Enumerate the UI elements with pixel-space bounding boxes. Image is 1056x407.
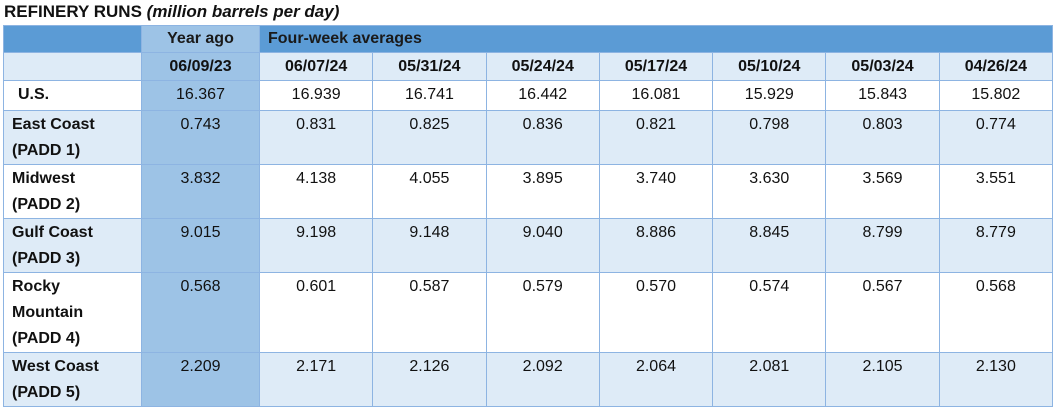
value-cell: 2.126 — [372, 352, 487, 407]
value-cell: 2.092 — [485, 352, 600, 407]
row-label: West Coast (PADD 5) — [3, 352, 142, 407]
row-label-line: West Coast — [12, 358, 99, 375]
row-label-line: (PADD 5) — [12, 384, 81, 401]
row-label-line: Gulf Coast — [12, 224, 93, 241]
value-cell: 9.148 — [372, 218, 487, 273]
value-cell: 3.740 — [598, 164, 714, 219]
row-label-line: Rocky — [12, 278, 61, 295]
value-cell: 0.803 — [825, 110, 940, 165]
row-label-line: (PADD 2) — [12, 196, 81, 213]
column-header: 05/24/24 — [485, 52, 600, 81]
value-cell: 8.799 — [825, 218, 940, 273]
value-cell: 0.601 — [258, 272, 374, 353]
value-cell: 3.630 — [712, 164, 827, 219]
header-cell — [3, 52, 142, 81]
row-label: U.S. — [3, 80, 142, 111]
value-cell: 2.130 — [938, 352, 1054, 407]
data-row: Rocky Mountain (PADD 4) 0.568 0.601 0.587 0.57… — [3, 272, 1054, 353]
value-cell: 8.845 — [712, 218, 827, 273]
value-cell: 2.209 — [141, 352, 260, 407]
row-label: East Coast (PADD 1) — [3, 110, 142, 165]
data-row: Gulf Coast (PADD 3) 9.015 9.198 9.148 9.040 8.… — [3, 218, 1054, 273]
table: Year ago Four-week averages 06/09/23 06/07/… — [3, 25, 1054, 407]
value-cell: 0.568 — [141, 272, 260, 353]
row-label-line: Midwest — [12, 170, 76, 187]
value-cell: 9.015 — [141, 218, 260, 273]
value-cell: 8.886 — [598, 218, 714, 273]
group-header: Year ago — [141, 25, 260, 53]
column-header: 04/26/24 — [938, 52, 1054, 81]
column-header: 05/10/24 — [712, 52, 827, 81]
value-cell: 16.081 — [598, 80, 714, 111]
value-cell: 16.939 — [258, 80, 374, 111]
value-cell: 0.568 — [938, 272, 1054, 353]
header-row: Year ago Four-week averages — [3, 25, 1053, 53]
row-label-line: (PADD 1) — [12, 142, 81, 159]
value-cell: 0.567 — [825, 272, 940, 353]
value-cell: 16.741 — [372, 80, 487, 111]
value-cell: 0.798 — [712, 110, 827, 165]
value-cell: 9.040 — [485, 218, 600, 273]
value-cell: 2.105 — [825, 352, 940, 407]
header-cell — [3, 25, 142, 53]
value-cell: 2.081 — [712, 352, 827, 407]
row-label: Rocky Mountain (PADD 4) — [3, 272, 142, 353]
value-cell: 0.743 — [141, 110, 260, 165]
value-cell: 0.831 — [258, 110, 374, 165]
row-label-line: U.S. — [18, 86, 50, 103]
value-cell: 0.570 — [598, 272, 714, 353]
value-cell: 0.836 — [485, 110, 600, 165]
title-unit: (million barrels per day) — [146, 2, 340, 21]
value-cell: 3.832 — [141, 164, 260, 219]
row-label-line: (PADD 4) — [12, 330, 81, 347]
value-cell: 15.843 — [825, 80, 940, 111]
header-row: 06/09/23 06/07/24 05/31/24 05/24/24 05/17/24… — [3, 52, 1054, 81]
value-cell: 15.929 — [712, 80, 827, 111]
value-cell: 0.579 — [485, 272, 600, 353]
value-cell: 15.802 — [938, 80, 1054, 111]
column-header: 06/09/23 — [141, 52, 260, 81]
value-cell: 2.064 — [598, 352, 714, 407]
column-header: 05/31/24 — [372, 52, 487, 81]
value-cell: 0.821 — [598, 110, 714, 165]
title-main: REFINERY RUNS — [4, 2, 142, 21]
title: REFINERY RUNS (million barrels per day) — [4, 2, 339, 22]
data-row: East Coast (PADD 1) 0.743 0.831 0.825 0.836 0.… — [3, 110, 1054, 165]
column-header: 06/07/24 — [258, 52, 374, 81]
value-cell: 0.587 — [372, 272, 487, 353]
value-cell: 4.055 — [372, 164, 487, 219]
row-label-line: East Coast — [12, 116, 95, 133]
row-label: Midwest (PADD 2) — [3, 164, 142, 219]
column-header: 05/03/24 — [825, 52, 940, 81]
value-cell: 3.569 — [825, 164, 940, 219]
row-label: Gulf Coast (PADD 3) — [3, 218, 142, 273]
value-cell: 0.574 — [712, 272, 827, 353]
value-cell: 0.774 — [938, 110, 1054, 165]
value-cell: 2.171 — [258, 352, 374, 407]
data-row: Midwest (PADD 2) 3.832 4.138 4.055 3.895 3.740… — [3, 164, 1054, 219]
row-label-line: (PADD 3) — [12, 250, 81, 267]
value-cell: 3.551 — [938, 164, 1054, 219]
data-row: U.S. 16.367 16.939 16.741 16.442 16.081 15.929… — [3, 80, 1054, 111]
data-row: West Coast (PADD 5) 2.209 2.171 2.126 2.092 2.… — [3, 352, 1054, 407]
value-cell: 8.779 — [938, 218, 1054, 273]
value-cell: 0.825 — [372, 110, 487, 165]
value-cell: 3.895 — [485, 164, 600, 219]
group-header: Four-week averages — [259, 25, 1053, 53]
value-cell: 16.367 — [141, 80, 260, 111]
value-cell: 9.198 — [258, 218, 374, 273]
value-cell: 4.138 — [258, 164, 374, 219]
row-label-line: Mountain — [12, 304, 84, 321]
value-cell: 16.442 — [485, 80, 600, 111]
column-header: 05/17/24 — [598, 52, 714, 81]
